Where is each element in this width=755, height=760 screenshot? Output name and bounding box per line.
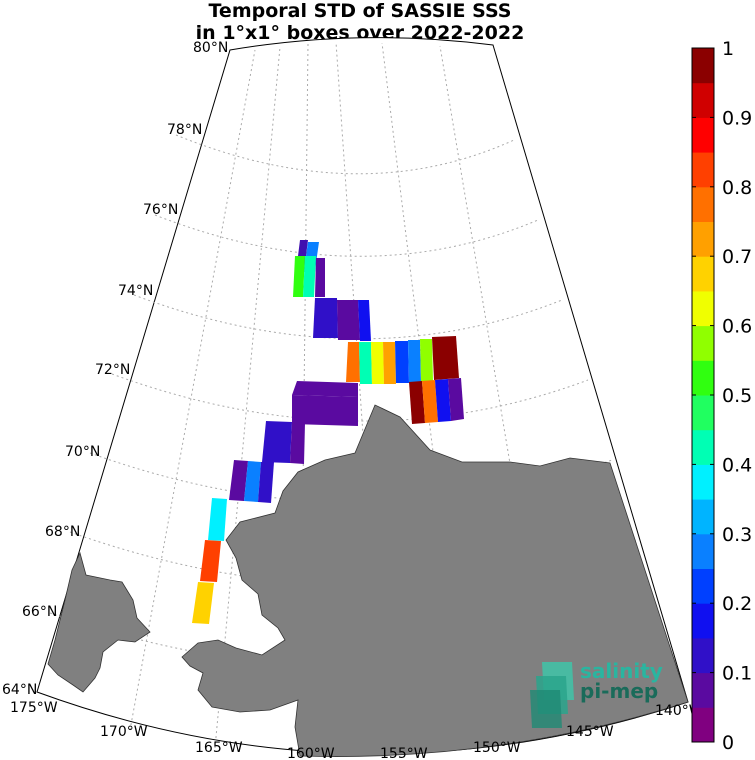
lat-label: 70°N	[65, 444, 100, 460]
lat-label: 78°N	[167, 122, 202, 138]
data-box	[303, 256, 316, 297]
colorbar-segment	[692, 499, 714, 535]
colorbar-segment	[692, 568, 714, 604]
data-box	[313, 298, 338, 338]
colorbar-segment	[692, 48, 714, 84]
data-box	[422, 380, 438, 423]
data-box	[293, 256, 305, 297]
data-box	[262, 421, 292, 463]
colorbar-tick-label: 1	[722, 38, 734, 60]
data-box	[346, 342, 360, 382]
data-box	[383, 342, 396, 384]
colorbar-segment	[692, 533, 714, 569]
lon-label: 175°W	[10, 700, 58, 716]
colorbar-segment	[692, 152, 714, 188]
data-box	[208, 498, 227, 541]
data-box	[298, 240, 308, 256]
colorbar-segment	[692, 672, 714, 708]
lat-label: 64°N	[2, 682, 37, 698]
data-box	[420, 339, 433, 381]
data-box	[315, 258, 325, 297]
data-box	[306, 242, 319, 256]
colorbar-tick-label: 0.1	[722, 663, 752, 685]
data-box	[448, 378, 464, 421]
lat-label: 66°N	[22, 604, 57, 620]
colorbar-tick-label: 0	[722, 732, 734, 754]
map-title: Temporal STD of SASSIE SSS in 1°x1° boxe…	[120, 0, 600, 44]
colorbar-tick-label: 0.3	[722, 524, 752, 546]
salinity-pimep-logo: salinity pi-mep	[530, 659, 663, 728]
longitude-labels: 175°W 170°W 165°W 160°W 155°W 150°W 145°…	[10, 700, 703, 760]
colorbar-segment	[692, 82, 714, 118]
colorbar-tick-label: 0.9	[722, 107, 752, 129]
data-box	[290, 422, 305, 464]
colorbar-ticks: 0 0.1 0.2 0.3 0.4 0.5 0.6 0.7 0.8 0.9 1	[692, 38, 752, 754]
colorbar-segment	[692, 117, 714, 153]
lon-label: 150°W	[473, 740, 521, 756]
lat-label: 68°N	[45, 524, 80, 540]
logo-line-2: pi-mep	[580, 679, 658, 703]
lat-label: 72°N	[95, 362, 130, 378]
logo-mark-icon	[530, 662, 574, 728]
colorbar-segment	[692, 464, 714, 500]
chukotka-landmass	[47, 551, 151, 693]
data-box	[435, 379, 451, 422]
colorbar-segment	[692, 429, 714, 465]
data-box	[292, 395, 358, 426]
title-line-1: Temporal STD of SASSIE SSS	[208, 0, 512, 22]
colorbar-tick-label: 0.7	[722, 246, 752, 268]
lon-label: 145°W	[566, 724, 614, 740]
colorbar-segment	[692, 186, 714, 222]
colorbar-segment	[692, 360, 714, 396]
lon-label: 160°W	[287, 746, 335, 760]
colorbar-segment	[692, 290, 714, 327]
colorbar-segment	[692, 637, 714, 674]
data-box	[229, 460, 248, 501]
data-box	[200, 540, 221, 582]
lon-label: 165°W	[195, 740, 243, 756]
title-line-2: in 1°x1° boxes over 2022-2022	[195, 22, 525, 44]
lat-label: 76°N	[143, 202, 178, 218]
colorbar	[692, 48, 714, 743]
lon-label: 140°W	[655, 703, 703, 719]
data-box	[409, 381, 425, 424]
lon-label: 170°W	[100, 724, 148, 740]
colorbar-segment	[692, 256, 714, 292]
latitude-labels: 64°N 66°N 68°N 70°N 72°N 74°N 76°N 78°N …	[2, 40, 228, 698]
data-box	[244, 461, 261, 502]
colorbar-segment	[692, 395, 714, 431]
data-box	[292, 381, 358, 397]
colorbar-tick-label: 0.8	[722, 177, 752, 199]
colorbar-tick-label: 0.6	[722, 316, 752, 338]
data-box	[258, 462, 274, 503]
colorbar-tick-label: 0.2	[722, 593, 752, 615]
lon-label: 155°W	[380, 746, 428, 760]
logo-line-1: salinity	[580, 659, 663, 683]
lat-label: 74°N	[118, 283, 153, 299]
data-box	[371, 342, 384, 384]
std-boxes	[192, 240, 464, 624]
colorbar-tick-label: 0.4	[722, 454, 752, 476]
data-box	[359, 342, 372, 384]
data-box	[395, 341, 409, 383]
lat-label: 80°N	[193, 40, 228, 56]
data-box	[408, 340, 421, 382]
colorbar-segment	[692, 221, 714, 257]
data-box	[192, 582, 214, 624]
colorbar-segment	[692, 603, 714, 639]
colorbar-segment	[692, 325, 714, 361]
data-box	[358, 300, 371, 341]
data-box	[432, 336, 459, 380]
colorbar-tick-label: 0.5	[722, 385, 752, 407]
colorbar-segment	[692, 707, 714, 743]
data-box	[337, 300, 360, 340]
